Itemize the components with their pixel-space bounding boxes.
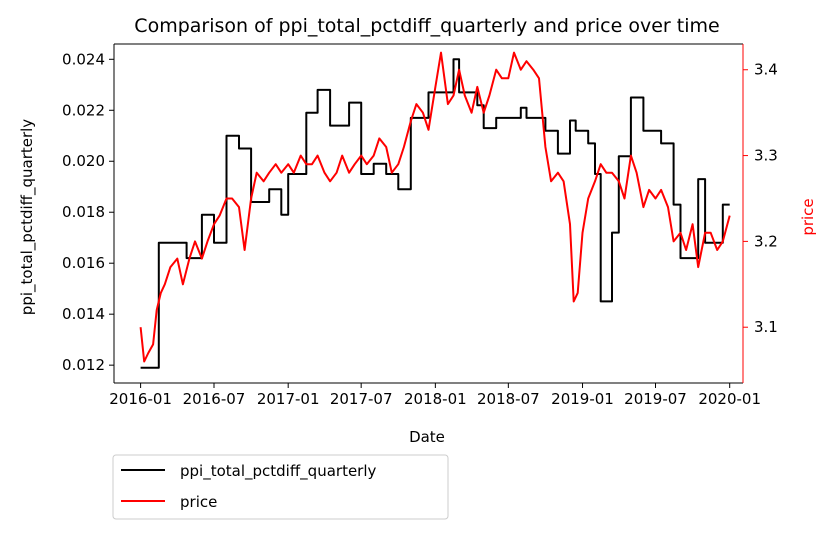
legend-label-ppi: ppi_total_pctdiff_quarterly [180, 462, 377, 481]
plot-area [139, 51, 731, 369]
y-left-tick-label: 0.012 [62, 356, 105, 374]
x-tick-label: 2018-01 [404, 390, 467, 408]
y-left-tick-label: 0.016 [62, 254, 105, 272]
legend-frame [112, 454, 449, 520]
y-left-tick-label: 0.014 [62, 305, 105, 323]
legend-label-price: price [180, 493, 217, 511]
x-tick-label: 2020-01 [698, 390, 761, 408]
x-tick-label: 2016-01 [109, 390, 172, 408]
x-axis-label: Date [409, 428, 445, 446]
y-left-tick-label: 0.024 [62, 50, 105, 68]
y-right-tick-label: 3.2 [754, 232, 778, 250]
y-left-tick-label: 0.020 [62, 152, 105, 170]
y-right-tick-label: 3.4 [754, 61, 778, 79]
y-right-tick-label: 3.1 [754, 318, 778, 336]
y-axis-left-label: ppi_total_pctdiff_quarterly [18, 119, 37, 316]
y-left-tick-label: 0.022 [62, 101, 105, 119]
y-axis-right-label: price [799, 198, 817, 235]
chart-title: Comparison of ppi_total_pctdiff_quarterl… [134, 15, 719, 37]
y-left-tick-label: 0.018 [62, 203, 105, 221]
x-tick-label: 2017-07 [330, 390, 393, 408]
x-tick-label: 2019-07 [624, 390, 687, 408]
ticks: 2016-01 2016-07 2017-01 2017-07 2018-01 2018-… [62, 50, 778, 408]
x-tick-label: 2017-01 [257, 390, 320, 408]
series-line-price [139, 51, 731, 363]
legend: ppi_total_pctdiff_quarterly price [112, 454, 449, 520]
x-tick-label: 2019-01 [551, 390, 614, 408]
axes [113, 43, 744, 384]
x-tick-label: 2018-07 [477, 390, 540, 408]
y-right-tick-label: 3.3 [754, 147, 778, 165]
series-line-ppi [140, 58, 730, 369]
x-tick-label: 2016-07 [183, 390, 246, 408]
